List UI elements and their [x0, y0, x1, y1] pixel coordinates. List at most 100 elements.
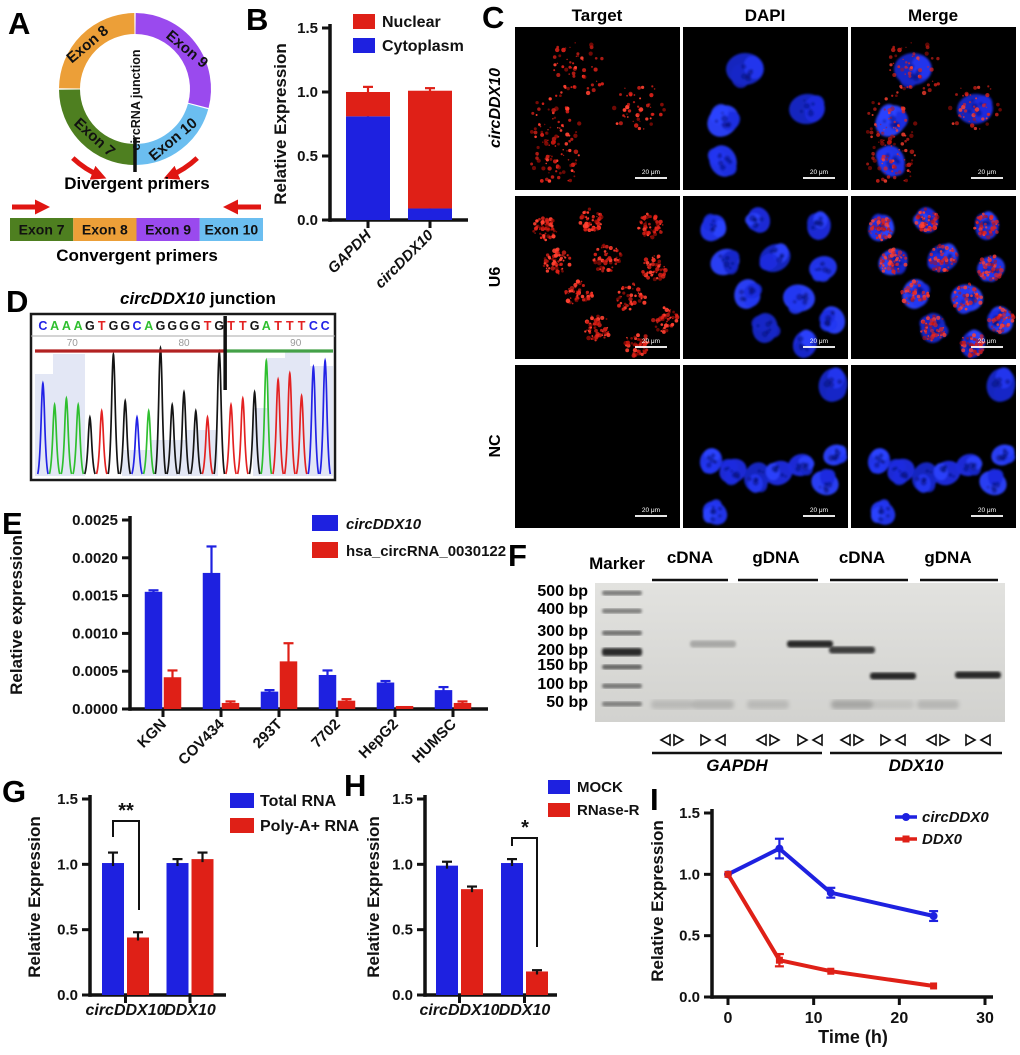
fish-signal-dot — [604, 252, 608, 257]
fish-signal-dot — [999, 268, 1004, 273]
fish-signal-dot — [961, 344, 963, 347]
divergent-primer-icon — [659, 733, 671, 747]
scale-bar-label: 20 μm — [642, 338, 660, 345]
fish-signal-dot — [650, 229, 652, 231]
fish-signal-dot — [604, 334, 606, 337]
fish-signal-dot — [938, 259, 942, 263]
micrograph-circddx10-dapi: 20 μm — [683, 27, 848, 190]
fish-signal-dot — [645, 226, 648, 229]
y-tick-label: 0.0020 — [72, 550, 118, 567]
fish-signal-dot — [665, 312, 670, 318]
fish-signal-dot — [653, 88, 656, 90]
fish-signal-dot — [615, 256, 618, 259]
convergent-primer-icon — [811, 733, 823, 747]
panel-e-letter: E — [2, 506, 23, 541]
fish-signal-dot — [902, 86, 906, 91]
fish-signal-dot — [631, 282, 635, 286]
fish-signal-dot — [887, 234, 892, 239]
fish-signal-dot — [996, 323, 1000, 326]
fish-signal-dot — [892, 251, 896, 255]
nucleus-texture — [761, 330, 769, 338]
fish-signal-dot — [540, 130, 544, 134]
y-tick-label: 0.0005 — [72, 663, 118, 680]
fish-signal-dot — [586, 87, 590, 90]
fish-signal-dot — [887, 261, 892, 266]
fish-signal-dot — [975, 288, 977, 290]
fish-signal-dot — [902, 109, 904, 112]
fish-signal-dot — [640, 297, 643, 300]
fish-signal-dot — [600, 328, 603, 332]
legend-marker — [902, 813, 910, 821]
fish-signal-dot — [884, 97, 888, 101]
fish-signal-dot — [900, 142, 905, 146]
fish-signal-dot — [995, 263, 998, 266]
fish-signal-dot — [914, 221, 919, 225]
fish-signal-dot — [531, 166, 537, 171]
fish-signal-dot — [916, 56, 920, 60]
linear-exon-label: Exon 7 — [19, 222, 65, 238]
fish-signal-dot — [555, 170, 558, 173]
fish-signal-dot — [540, 220, 545, 225]
panel-g-chart: 0.0 0.5 1.0 1.5 Relative Expression circDDX10… — [25, 791, 360, 1019]
fish-signal-dot — [930, 339, 933, 342]
fish-signal-dot — [987, 256, 990, 259]
fish-signal-dot — [889, 253, 895, 258]
sequence-base: T — [204, 319, 212, 333]
fish-signal-dot — [881, 154, 886, 159]
bar — [163, 677, 182, 709]
fish-signal-dot — [551, 108, 556, 113]
fish-signal-dot — [543, 257, 547, 260]
fish-signal-dot — [672, 310, 675, 314]
exon-arc — [135, 103, 209, 165]
fish-signal-dot — [538, 123, 541, 126]
fish-signal-dot — [909, 149, 915, 155]
fish-signal-dot — [985, 93, 990, 98]
nucleus-texture — [878, 516, 884, 522]
nucleus-texture — [745, 75, 752, 82]
fish-signal-dot — [979, 343, 982, 346]
trace-peak — [142, 408, 155, 475]
fish-signal-dot — [962, 293, 966, 298]
fish-signal-dot — [637, 126, 642, 131]
fish-signal-dot — [999, 265, 1002, 268]
fish-signal-dot — [640, 221, 643, 225]
fish-signal-dot — [627, 285, 632, 290]
fish-signal-dot — [565, 298, 571, 304]
fish-signal-dot — [647, 214, 651, 219]
x-axis-title: Time (h) — [818, 1027, 888, 1047]
fish-signal-dot — [962, 340, 966, 345]
fish-signal-dot — [659, 263, 662, 266]
fish-signal-dot — [897, 170, 902, 174]
fish-signal-dot — [531, 111, 535, 115]
fish-signal-dot — [556, 72, 561, 78]
panel-b-chart: 0.0 0.5 1.0 1.5 Relative Expression GAPDHcirc… — [271, 14, 468, 292]
nucleus-texture — [799, 346, 804, 351]
fish-signal-dot — [551, 261, 556, 266]
fish-signal-dot — [630, 341, 634, 345]
fish-signal-dot — [984, 222, 987, 226]
fish-signal-dot — [898, 154, 901, 156]
fish-signal-dot — [960, 115, 962, 118]
fish-signal-dot — [622, 114, 625, 117]
fish-signal-dot — [922, 211, 926, 214]
nucleus-texture — [726, 466, 730, 470]
legend-swatch — [548, 780, 570, 794]
legend-label: Nuclear — [382, 14, 441, 31]
nucleus-texture — [809, 108, 812, 112]
nucleus-texture — [952, 475, 956, 478]
sequence-base: T — [274, 319, 282, 333]
fish-signal-dot — [920, 319, 926, 324]
convergent-primer-icon — [880, 733, 892, 747]
fish-signal-dot — [656, 254, 661, 259]
fish-signal-dot — [638, 342, 641, 345]
quality-block — [186, 430, 218, 476]
sequence-base: C — [132, 319, 141, 333]
fish-signal-dot — [891, 170, 894, 173]
nucleus-texture — [773, 249, 777, 253]
micrograph-circddx10-target: 20 μm — [515, 27, 680, 190]
fish-signal-dot — [582, 75, 587, 79]
fish-signal-dot — [638, 107, 644, 112]
fish-signal-dot — [934, 214, 940, 220]
fish-signal-dot — [584, 330, 587, 333]
